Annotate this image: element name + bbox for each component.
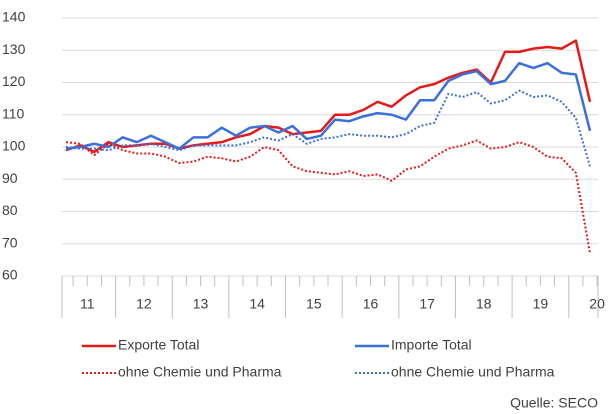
x-tick-label: 12 xyxy=(136,296,152,312)
x-tick-label: 20 xyxy=(589,296,605,312)
x-tick-label: 16 xyxy=(363,296,379,312)
series-line xyxy=(65,139,591,254)
series-line xyxy=(65,61,592,150)
y-tick-label: 80 xyxy=(2,202,18,218)
x-tick-label: 19 xyxy=(533,296,549,312)
y-tick-label: 100 xyxy=(2,138,26,154)
source-note: Quelle: SECO xyxy=(510,395,598,411)
series-line xyxy=(65,39,592,154)
y-tick-label: 120 xyxy=(2,73,26,89)
y-tick-label: 110 xyxy=(2,105,25,121)
x-tick-label: 18 xyxy=(476,296,492,312)
legend-label: ohne Chemie und Pharma xyxy=(118,364,282,380)
y-tick-label: 130 xyxy=(2,41,26,57)
x-tick-label: 15 xyxy=(306,296,322,312)
y-tick-label: 140 xyxy=(2,9,26,25)
x-tick-label: 14 xyxy=(249,296,265,312)
legend-label: Importe Total xyxy=(391,337,472,353)
x-tick-label: 11 xyxy=(80,296,95,312)
legend-label: ohne Chemie und Pharma xyxy=(391,364,555,380)
y-tick-label: 60 xyxy=(2,267,18,283)
y-tick-label: 70 xyxy=(2,234,18,250)
x-tick-label: 17 xyxy=(419,296,435,312)
y-tick-label: 90 xyxy=(2,170,18,186)
legend-label: Exporte Total xyxy=(118,337,199,353)
x-tick-label: 13 xyxy=(193,296,209,312)
series-line xyxy=(65,89,591,167)
